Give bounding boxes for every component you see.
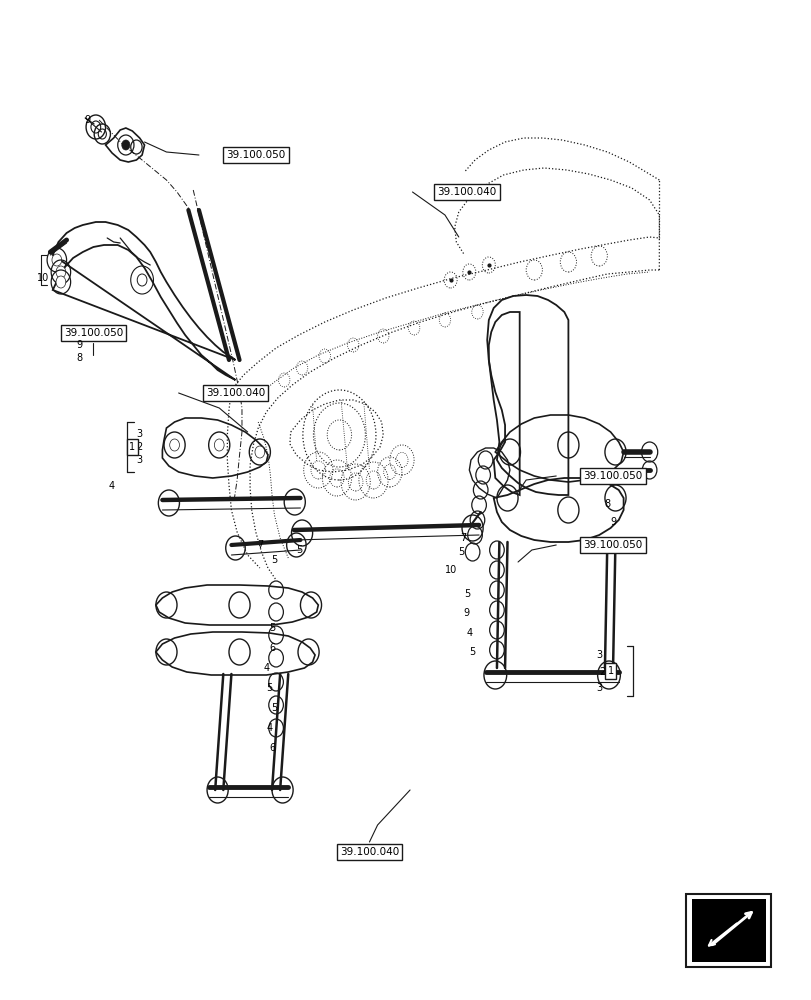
Text: 6: 6 (268, 743, 275, 753)
Text: 5: 5 (266, 683, 272, 693)
Text: 1: 1 (129, 442, 135, 452)
Text: 5: 5 (457, 547, 464, 557)
Text: 9: 9 (76, 340, 83, 350)
Text: 2: 2 (136, 442, 143, 452)
Text: 39.100.050: 39.100.050 (64, 328, 122, 338)
Text: 4: 4 (266, 723, 272, 733)
Text: 3: 3 (595, 650, 602, 660)
Text: 7: 7 (256, 540, 263, 550)
Text: 8: 8 (76, 353, 83, 363)
Text: 5: 5 (463, 589, 470, 599)
FancyBboxPatch shape (691, 899, 765, 962)
Text: 9: 9 (84, 115, 91, 125)
Text: 6: 6 (268, 643, 275, 653)
Text: 4: 4 (109, 481, 115, 491)
Text: 2: 2 (599, 667, 605, 677)
Text: 7: 7 (459, 533, 466, 543)
Text: 5: 5 (295, 545, 302, 555)
Text: 5: 5 (268, 623, 275, 633)
Text: 4: 4 (466, 628, 472, 638)
Text: 10: 10 (444, 565, 457, 575)
Text: 39.100.050: 39.100.050 (583, 471, 642, 481)
Text: 39.100.050: 39.100.050 (226, 150, 285, 160)
Circle shape (255, 446, 264, 458)
Circle shape (56, 276, 66, 288)
Circle shape (122, 140, 130, 150)
Text: 3: 3 (136, 455, 143, 465)
Circle shape (169, 439, 179, 451)
Text: 5: 5 (469, 647, 475, 657)
Text: 3: 3 (595, 683, 602, 693)
Text: 39.100.050: 39.100.050 (583, 540, 642, 550)
Text: 3: 3 (136, 429, 143, 439)
Circle shape (214, 439, 224, 451)
Text: 10: 10 (36, 273, 49, 283)
Text: 4: 4 (263, 663, 269, 673)
Text: 9: 9 (609, 517, 616, 527)
FancyBboxPatch shape (685, 894, 770, 967)
Circle shape (52, 254, 62, 266)
Text: 5: 5 (271, 703, 277, 713)
Text: 39.100.040: 39.100.040 (340, 847, 398, 857)
Text: 39.100.040: 39.100.040 (206, 388, 264, 398)
Text: 39.100.040: 39.100.040 (437, 187, 496, 197)
Text: 1: 1 (607, 666, 613, 676)
Circle shape (56, 266, 66, 278)
Text: 9: 9 (463, 608, 470, 618)
Text: 5: 5 (271, 555, 277, 565)
Text: 8: 8 (603, 499, 610, 509)
